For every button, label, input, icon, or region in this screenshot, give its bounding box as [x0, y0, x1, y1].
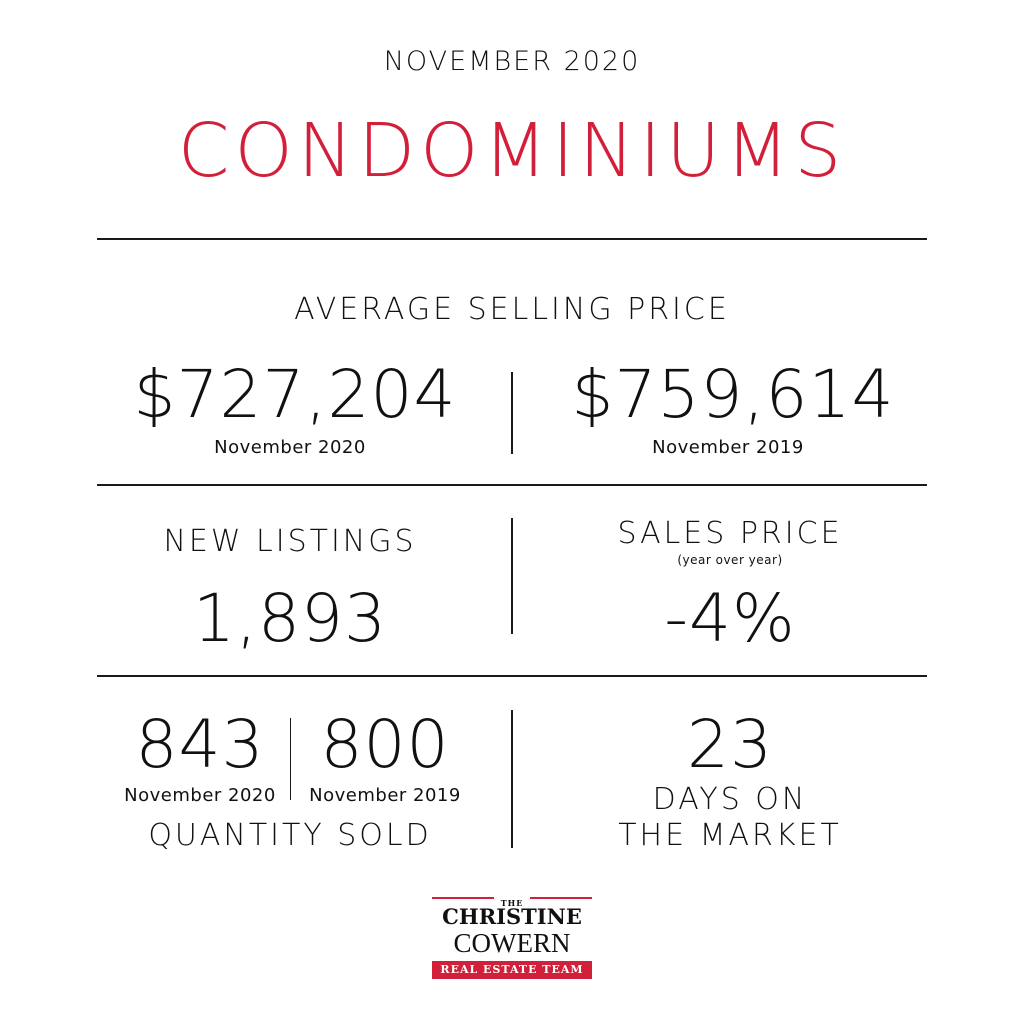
period-title: NOVEMBER 2020 — [383, 46, 641, 77]
days-on-market-line1: DAYS ON — [652, 782, 808, 817]
days-on-market-line2: THE MARKET — [618, 818, 842, 853]
divider-quantity-sold — [290, 718, 291, 800]
avg-price-previous-value: $759,614 — [571, 356, 895, 433]
team-logo: THE CHRISTINE COWERN REAL ESTATE TEAM — [432, 890, 592, 979]
divider-bottom — [97, 675, 927, 677]
days-on-market-value: 23 — [687, 706, 773, 783]
divider-avg-price — [511, 372, 513, 454]
quantity-sold-previous-label: November 2019 — [309, 785, 461, 806]
new-listings-value: 1,893 — [193, 580, 387, 657]
quantity-sold-current-value: 843 — [135, 706, 265, 783]
avg-price-current-label: November 2020 — [214, 437, 366, 458]
divider-top — [97, 238, 927, 240]
quantity-sold-current-label: November 2020 — [124, 785, 276, 806]
divider-middle — [97, 484, 927, 486]
category-title: CONDOMINIUMS — [177, 108, 847, 194]
logo-rule-right — [530, 897, 592, 899]
sales-price-title: SALES PRICE — [617, 516, 843, 551]
logo-the-row: THE — [432, 890, 592, 908]
sales-price-value: -4% — [664, 580, 796, 657]
avg-price-current-value: $727,204 — [133, 356, 457, 433]
divider-listings — [511, 518, 513, 634]
new-listings-title: NEW LISTINGS — [163, 524, 417, 559]
average-selling-price-title: AVERAGE SELLING PRICE — [294, 292, 730, 327]
logo-rule-left — [432, 897, 494, 899]
logo-name-line1: CHRISTINE — [442, 904, 582, 929]
logo-band: REAL ESTATE TEAM — [432, 961, 592, 979]
sales-price-subtitle: (year over year) — [677, 553, 783, 567]
divider-days — [511, 710, 513, 848]
avg-price-previous-label: November 2019 — [652, 437, 804, 458]
quantity-sold-previous-value: 800 — [320, 706, 450, 783]
logo-the-text: THE — [500, 898, 524, 908]
logo-name-line2: COWERN — [453, 928, 571, 958]
quantity-sold-title: QUANTITY SOLD — [148, 818, 432, 853]
